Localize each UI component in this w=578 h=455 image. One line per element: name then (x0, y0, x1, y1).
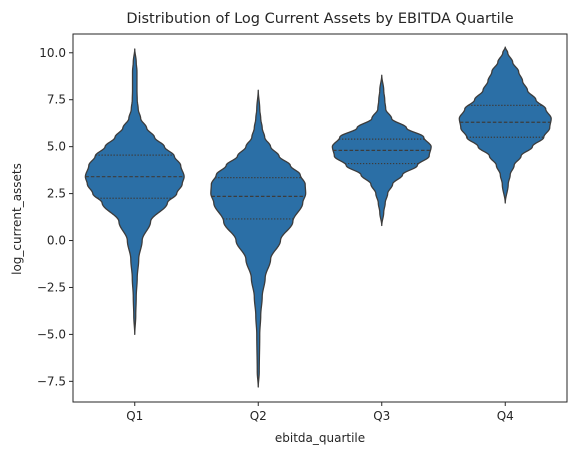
x-tick-label: Q1 (126, 409, 143, 423)
plot-frame (72, 33, 568, 403)
x-tick-label: Q3 (373, 409, 390, 423)
x-tick-label: Q4 (497, 409, 514, 423)
y-tick-label: −7.5 (37, 374, 66, 388)
y-tick-label: 5.0 (47, 140, 66, 154)
x-axis-title: ebitda_quartile (275, 431, 365, 445)
y-tick-label: 10.0 (39, 46, 66, 60)
x-tick-label: Q2 (250, 409, 267, 423)
y-axis: −7.5 −5.0 −2.5 0.0 2.5 5.0 7.5 10.0 (37, 46, 73, 388)
violin-q3 (331, 74, 432, 227)
plot-area (84, 46, 552, 388)
violin-q2 (210, 89, 307, 388)
y-tick-label: −5.0 (37, 327, 66, 341)
y-tick-label: 2.5 (47, 187, 66, 201)
y-axis-title: log_current_assets (10, 163, 24, 275)
chart-title: Distribution of Log Current Assets by EB… (126, 11, 513, 27)
y-tick-label: 0.0 (47, 234, 66, 248)
y-tick-label: −2.5 (37, 280, 66, 294)
violin-q1 (84, 48, 185, 336)
x-axis: Q1 Q2 Q3 Q4 (126, 402, 514, 423)
y-tick-label: 7.5 (47, 93, 66, 107)
violin-q4 (458, 46, 552, 204)
